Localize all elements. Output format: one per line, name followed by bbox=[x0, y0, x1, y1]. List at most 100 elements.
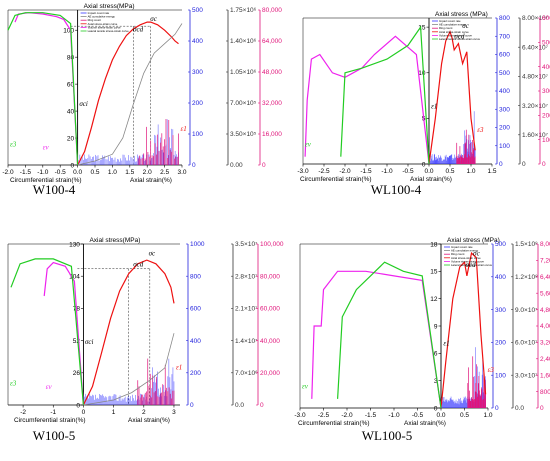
curve-annotation: ε1 bbox=[443, 340, 449, 348]
x-tick-label: -1.5 bbox=[365, 412, 377, 419]
curve-annotation: ε3 bbox=[488, 366, 495, 374]
curve-annotation: σcd bbox=[133, 261, 144, 269]
x-tick-label: -2.5 bbox=[318, 412, 330, 419]
impact-rate-tick-label: 100 bbox=[192, 131, 203, 138]
x-tick-label: 1 bbox=[112, 409, 116, 416]
volume-curve bbox=[43, 261, 84, 406]
ring-count-tick-label: 7,200 bbox=[540, 258, 550, 265]
ring-count-tick-label: 0 bbox=[540, 405, 544, 412]
curve-annotation: σc bbox=[462, 22, 469, 30]
chart-panel-wl100-4: -3.0 -2.5 -2.0 -1.5 -1.0 -0.5 0.0 0.5 1.0 1.50510… bbox=[297, 11, 550, 197]
x-tick-label: 1.0 bbox=[108, 169, 117, 176]
x-tick-label: -0.5 bbox=[412, 412, 424, 419]
impact-rate-tick-label: 300 bbox=[495, 307, 506, 314]
legend-entry: Axial stress-strain curve bbox=[88, 22, 118, 26]
curve-annotation: ε3 bbox=[477, 126, 484, 134]
x-tick-label: 0.0 bbox=[73, 169, 82, 176]
ring-count-tick-label: 300 bbox=[542, 88, 550, 95]
ring-count-tick-label: 3,200 bbox=[540, 340, 550, 347]
ring-count-tick-label: 80,000 bbox=[262, 7, 282, 14]
legend-entry: Lateral tensile stress-strain curve bbox=[451, 263, 492, 267]
y-tick-label: 80 bbox=[67, 54, 75, 61]
axial-curve bbox=[82, 259, 175, 406]
curve-annotation: σci bbox=[85, 338, 94, 346]
ring-count-tick-label: 16,000 bbox=[262, 131, 282, 138]
circumferential-axis-label: Circumferential strain(%) bbox=[298, 420, 370, 427]
ring-count-tick-label: 40,000 bbox=[260, 338, 280, 345]
ae-energy-tick-label: 2.8×10⁷ bbox=[235, 273, 258, 280]
impact-rate-tick-label: 300 bbox=[192, 69, 203, 76]
x-tick-label: 3 bbox=[172, 409, 176, 416]
ae-energy-tick-label: 0 bbox=[522, 161, 526, 168]
impact-rate-tick-label: 200 bbox=[190, 370, 201, 377]
ring-count-tick-label: 0 bbox=[542, 161, 546, 168]
ae-energy-tick-label: 1.75×10⁶ bbox=[230, 7, 257, 14]
curve-annotation: ε3 bbox=[10, 380, 17, 388]
impact-rate-tick-label: 500 bbox=[192, 7, 203, 14]
ring-count-tick-label: 400 bbox=[542, 64, 550, 71]
x-tick-label: 2 bbox=[142, 409, 146, 416]
impact-rate-tick-label: 800 bbox=[190, 273, 201, 280]
ae-energy-tick-label: 8.00×10⁷ bbox=[522, 15, 549, 22]
x-tick-label: -1.0 bbox=[388, 412, 400, 419]
ring-count-tick-label: 500 bbox=[542, 40, 550, 47]
x-tick-label: -0.5 bbox=[402, 168, 414, 175]
ring-count-tick-label: 0 bbox=[260, 402, 264, 409]
impact-rate-tick-label: 400 bbox=[495, 274, 506, 281]
impact-rate-tick-label: 200 bbox=[499, 125, 510, 132]
x-tick-label: -2.0 bbox=[2, 169, 14, 176]
legend-entry: AE cumulative energy bbox=[439, 23, 467, 27]
panel-caption: WL100-4 bbox=[371, 182, 422, 197]
x-tick-label: -3.0 bbox=[297, 168, 309, 175]
ae-energy-tick-label: 3.5×10⁷ bbox=[235, 241, 258, 248]
x-tick-label: -1.5 bbox=[360, 168, 372, 175]
y-tick-label: 0 bbox=[70, 162, 74, 169]
ae-energy-tick-label: 1.40×10⁶ bbox=[230, 38, 257, 45]
x-tick-label: -3.0 bbox=[294, 412, 306, 419]
axial-axis-label: Axial strain(%) bbox=[404, 420, 446, 427]
impact-rate-tick-label: 500 bbox=[499, 70, 510, 77]
legend-entry: Volume stress-strain curve bbox=[451, 259, 484, 263]
ring-count-tick-label: 100 bbox=[542, 137, 550, 144]
circumferential-axis-label: Circumferential strain(%) bbox=[14, 417, 86, 424]
lateral-curve bbox=[337, 261, 442, 409]
ae-energy-tick-label: 4.80×10⁷ bbox=[522, 74, 549, 81]
legend-entry: Impact count rate bbox=[88, 11, 110, 15]
x-tick-label: 1.5 bbox=[125, 169, 134, 176]
stress-axis-title: Axial stress (MPa) bbox=[447, 237, 500, 244]
curve-annotation: εv bbox=[302, 382, 309, 390]
x-tick-label: -2.5 bbox=[318, 168, 330, 175]
ae_energy-curve bbox=[83, 333, 175, 406]
ae-energy-tick-label: 0.0 bbox=[235, 402, 244, 409]
y-tick-label: 0 bbox=[434, 405, 438, 412]
impact-rate-tick-label: 800 bbox=[499, 15, 510, 22]
ring-count-tick-label: 48,000 bbox=[262, 69, 282, 76]
x-tick-label: 0.0 bbox=[436, 412, 445, 419]
ring-count-tick-label: 100,000 bbox=[260, 241, 284, 248]
ae-energy-tick-label: 1.60×10⁷ bbox=[522, 132, 549, 139]
y-tick-label: 0 bbox=[76, 402, 80, 409]
y-tick-label: 12 bbox=[430, 296, 438, 303]
ae-energy-tick-label: 1.4×10⁷ bbox=[235, 338, 258, 345]
x-tick-label: -1.0 bbox=[381, 168, 393, 175]
impact-rate-tick-label: 0 bbox=[495, 405, 499, 412]
legend-entry: Impact count rate bbox=[451, 245, 473, 249]
curve-annotation: ε1 bbox=[431, 103, 437, 111]
ae-energy-tick-label: 6.0×10⁷ bbox=[515, 340, 538, 347]
y-tick-label: 9 bbox=[434, 323, 438, 330]
impact-rate-tick-label: 300 bbox=[499, 106, 510, 113]
impact-rate-tick-label: 400 bbox=[190, 338, 201, 345]
chart-panel-wl100-5: -3.0 -2.5 -2.0 -1.5 -1.0 -0.5 0.0 0.5 1.00369121… bbox=[294, 237, 550, 443]
impact-rate-tick-label: 0 bbox=[499, 161, 503, 168]
ae-energy-tick-label: 1.5×10⁸ bbox=[515, 241, 538, 248]
x-tick-label: 0.5 bbox=[90, 169, 99, 176]
legend-entry: Lateral tensile stress-strain curve bbox=[439, 37, 480, 41]
ae-energy-tick-label: 1.2×10⁸ bbox=[515, 274, 538, 281]
curve-annotation: εv bbox=[305, 140, 312, 148]
stress-axis-title: Axial stress(MPa) bbox=[89, 237, 140, 244]
y-tick-label: 20 bbox=[67, 135, 75, 142]
ae-energy-tick-label: 0.00 bbox=[230, 162, 243, 169]
x-tick-label: 2.0 bbox=[143, 169, 152, 176]
stress-axis-title: Axial stress(MPa) bbox=[84, 3, 135, 10]
ae-energy-tick-label: 6.40×10⁷ bbox=[522, 44, 549, 51]
